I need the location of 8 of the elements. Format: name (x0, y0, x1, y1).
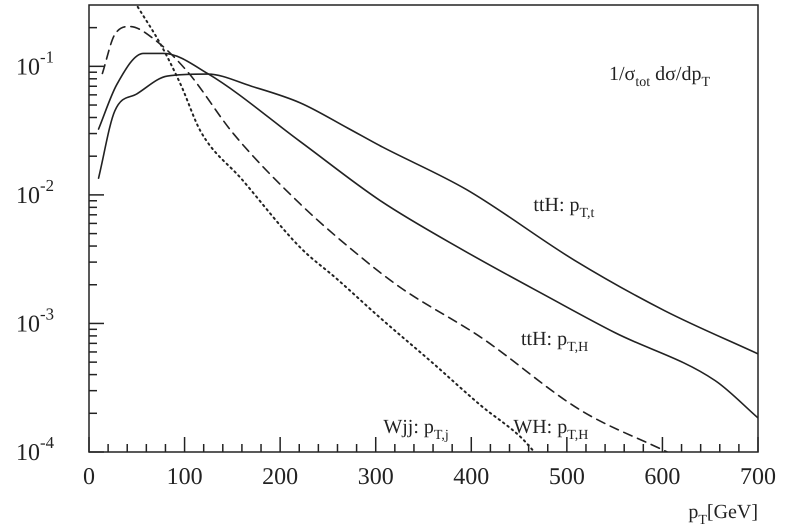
x-tick-label: 700 (740, 464, 776, 490)
x-tick-label: 400 (453, 464, 490, 490)
x-tick-label: 0 (83, 464, 95, 490)
x-tick-label: 300 (358, 464, 394, 490)
x-tick-label: 200 (262, 464, 298, 490)
x-tick-label: 100 (166, 464, 203, 490)
x-tick-label: 500 (548, 464, 585, 490)
x-tick-label: 600 (644, 464, 680, 490)
